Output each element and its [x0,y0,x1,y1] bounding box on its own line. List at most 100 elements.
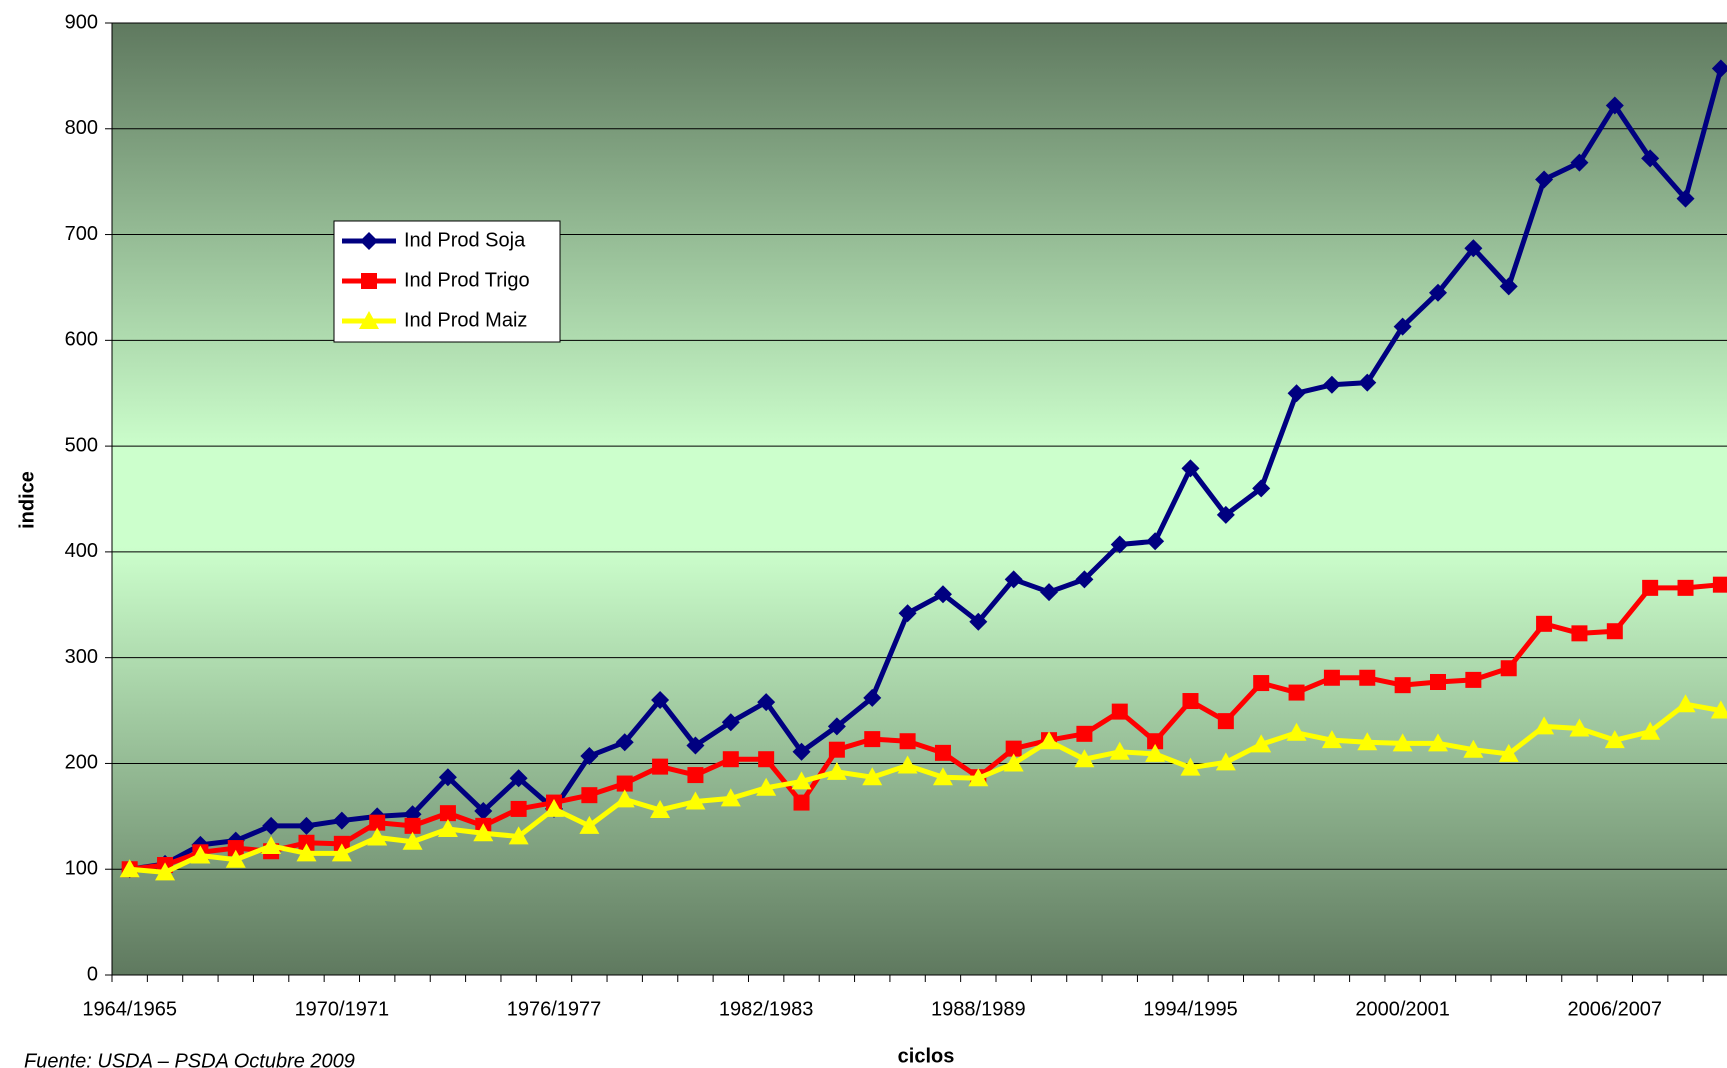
y-axis-label: indice [16,471,38,529]
point [580,747,599,766]
point [1359,669,1376,686]
series-line [129,701,1722,875]
point [1499,277,1518,296]
point [1429,283,1447,302]
point [756,777,777,796]
point [298,834,315,851]
point [1286,722,1307,741]
point [1677,579,1694,596]
point [1357,732,1378,751]
point [1216,505,1235,524]
point [1570,153,1589,172]
x-tick-label: 1982/1983 [719,998,814,1020]
point [1005,740,1022,757]
point [1430,673,1446,690]
point [1215,752,1236,771]
point [686,736,705,755]
point [1535,170,1554,189]
legend-label: Ind Prod Maiz [404,309,527,331]
point [1569,718,1590,737]
point [934,744,951,761]
point [1711,59,1727,78]
point [190,845,211,864]
plot-area [112,23,1727,975]
point [1323,669,1340,686]
series-line [129,582,1722,872]
legend-label: Ind Prod Soja [404,229,526,251]
point [1712,576,1727,593]
point [1146,532,1165,551]
x-tick-label: 2000/2001 [1355,998,1450,1020]
point [862,767,883,786]
x-tick-label: 1988/1989 [931,998,1026,1020]
point [155,862,176,881]
point [1287,384,1306,403]
point [792,742,811,761]
point [1109,741,1130,760]
point [1074,749,1095,768]
point [1428,733,1448,752]
point [1288,684,1305,701]
point [1321,730,1342,749]
point [968,768,989,787]
point [1040,583,1059,602]
point [261,835,282,854]
legend-marker [361,273,377,289]
point [510,800,527,817]
point [1392,733,1413,752]
point [1003,753,1024,772]
point [615,733,634,752]
point [1710,700,1727,719]
point [332,811,351,830]
point [439,805,456,822]
point [1606,623,1623,640]
point [685,791,706,810]
point [897,755,918,774]
point [969,612,988,631]
point [1180,757,1201,776]
point [297,816,316,835]
x-tick-label: 1964/1965 [82,998,177,1020]
x-axis-label: ciclos [898,1045,955,1067]
point [1500,660,1517,677]
point [1039,731,1060,750]
legend-label: Ind Prod Trigo [404,269,530,291]
point [1536,615,1553,632]
point [474,802,493,821]
point [721,713,740,732]
point [1251,734,1272,753]
point [579,815,600,834]
point [544,798,564,817]
x-tick-label: 1970/1971 [295,998,390,1020]
point [437,819,458,838]
point [1322,375,1341,394]
point [509,769,528,788]
point [1642,579,1659,596]
point [1604,730,1625,749]
point [473,823,494,842]
point [899,733,916,750]
point [1253,675,1270,692]
y-tick-label: 0 [87,963,98,985]
point [1004,570,1023,589]
x-tick-label: 2006/2007 [1568,998,1663,1020]
point [793,794,810,811]
point [1147,733,1164,750]
point [1217,713,1234,730]
point [1145,743,1166,762]
point [1358,373,1377,392]
x-tick-label: 1976/1977 [507,998,602,1020]
point [1465,671,1482,688]
series [119,694,1727,881]
series [121,576,1727,878]
point [402,831,423,850]
point [369,814,386,831]
point [119,859,140,878]
y-tick-label: 200 [65,752,98,774]
point [331,843,352,862]
point [1252,479,1271,498]
point [1182,693,1199,710]
point [581,787,598,804]
point [1498,743,1519,762]
